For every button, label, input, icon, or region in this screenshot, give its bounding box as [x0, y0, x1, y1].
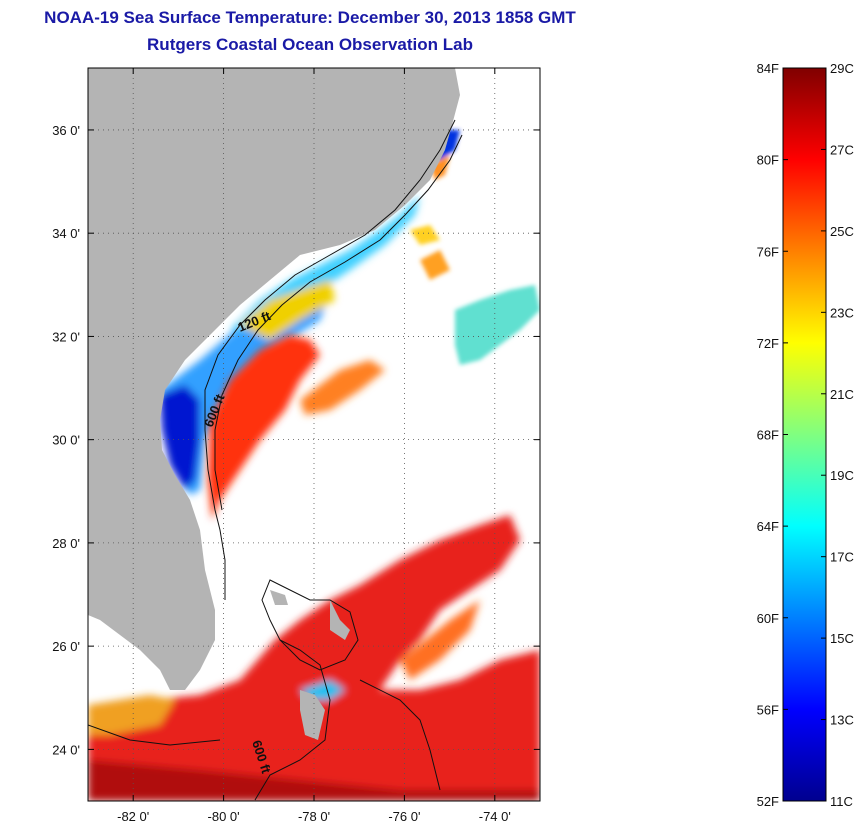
colorbar-gradient [782, 67, 827, 802]
colorbar-label-f: 80F [757, 153, 779, 168]
colorbar-label-f: 72F [757, 336, 779, 351]
colorbar-label-f: 76F [757, 244, 779, 259]
colorbar-label-c: 17C [830, 550, 854, 565]
bahamas-islands [270, 590, 350, 740]
colorbar-label-c: 23C [830, 305, 854, 320]
land-mass [88, 68, 460, 690]
lat-tick-label: 26 0' [52, 639, 80, 654]
sst-field [88, 68, 540, 801]
colorbar-label-c: 11C [830, 794, 853, 809]
map-subtitle: Rutgers Coastal Ocean Observation Lab [147, 35, 473, 54]
colorbar-label-f: 64F [757, 519, 779, 534]
colorbar-label-c: 29C [830, 61, 854, 76]
lat-tick-label: 28 0' [52, 536, 80, 551]
lat-tick-label: 34 0' [52, 226, 80, 241]
colorbar-label-c: 27C [830, 142, 854, 157]
colorbar-label-c: 13C [830, 713, 854, 728]
lon-tick-label: -82 0' [117, 809, 149, 824]
lat-tick-label: 32 0' [52, 329, 80, 344]
lon-tick-label: -74 0' [479, 809, 511, 824]
lon-tick-label: -76 0' [388, 809, 420, 824]
colorbar-label-c: 21C [830, 387, 854, 402]
colorbar-label-f: 68F [757, 428, 779, 443]
colorbar-label-c: 25C [830, 224, 854, 239]
lat-tick-label: 24 0' [52, 742, 80, 757]
colorbar-label-f: 52F [757, 794, 779, 809]
map-title: NOAA-19 Sea Surface Temperature: Decembe… [44, 8, 576, 27]
colorbar-label-c: 15C [830, 631, 854, 646]
lon-tick-label: -80 0' [208, 809, 240, 824]
lat-tick-label: 36 0' [52, 123, 80, 138]
lon-tick-label: -78 0' [298, 809, 330, 824]
colorbar-label-f: 60F [757, 611, 779, 626]
colorbar-label-f: 84F [757, 61, 779, 76]
colorbar-label-c: 19C [830, 468, 854, 483]
lat-tick-label: 30 0' [52, 433, 80, 448]
bathymetry-contours [88, 119, 463, 801]
colorbar-label-f: 56F [757, 702, 779, 717]
sst-map: 120 ft 600 ft 600 ft -82 0' -80 0' -78 0' -… [52, 67, 541, 824]
